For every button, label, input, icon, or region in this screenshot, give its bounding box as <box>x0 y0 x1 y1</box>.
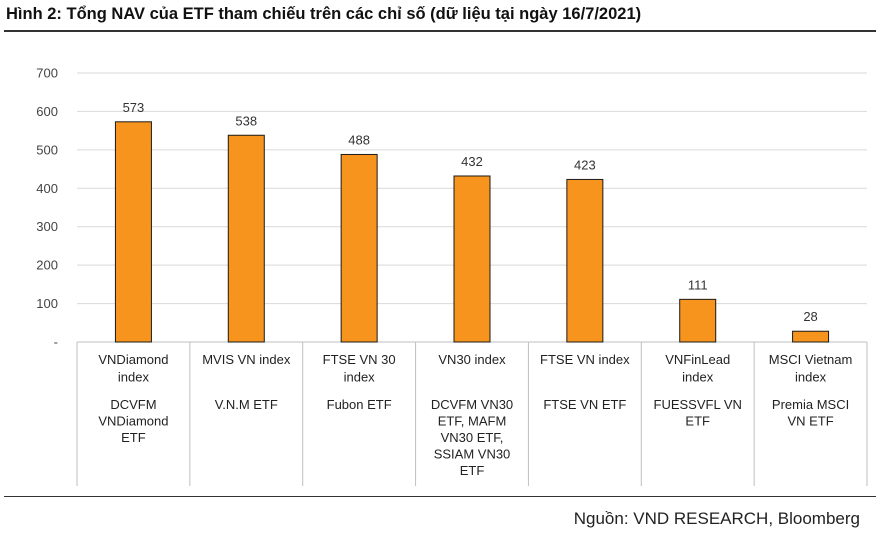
category-index-label: MVIS VN index <box>202 352 291 367</box>
category-etf-label: ETF <box>121 430 146 445</box>
bar <box>792 330 830 343</box>
y-tick-label: 400 <box>36 181 58 196</box>
category-etf-label: VNDiamond <box>98 414 168 429</box>
category-etf-label: ETF <box>685 414 710 429</box>
category-index-label: index <box>682 370 714 385</box>
category-index-label: index <box>795 370 827 385</box>
data-label: 423 <box>574 157 596 172</box>
data-label: 538 <box>235 113 257 128</box>
category-etf-label: SSIAM VN30 <box>434 447 511 462</box>
y-tick-label: - <box>54 335 58 350</box>
y-tick-label: 600 <box>36 104 58 119</box>
category-etf-label: FTSE VN ETF <box>543 397 626 412</box>
bar <box>340 153 378 343</box>
category-index-label: MSCI Vietnam <box>769 352 853 367</box>
bottom-rule <box>4 496 876 497</box>
category-index-label: index <box>344 370 376 385</box>
category-etf-label: FUESSVFL VN <box>654 397 742 412</box>
data-label: 432 <box>461 154 483 169</box>
category-etf-label: V.N.M ETF <box>215 397 278 412</box>
category-etf-label: ETF, MAFM <box>438 414 507 429</box>
category-etf-label: Fubon ETF <box>327 397 392 412</box>
category-index-label: index <box>118 370 150 385</box>
category-index-label: FTSE VN index <box>540 352 630 367</box>
y-tick-label: 300 <box>36 219 58 234</box>
source-note: Nguồn: VND RESEARCH, Bloomberg <box>573 509 860 528</box>
bar <box>679 298 717 343</box>
category-etf-label: ETF <box>460 463 485 478</box>
category-index-label: VNFinLead <box>665 352 730 367</box>
chart-title: Hình 2: Tổng NAV của ETF tham chiếu trên… <box>6 5 642 23</box>
category-index-label: VN30 index <box>438 352 506 367</box>
category-etf-label: VN ETF <box>787 414 833 429</box>
bar <box>453 175 491 343</box>
y-tick-label: 700 <box>36 66 58 81</box>
bar <box>566 178 604 343</box>
category-etf-label: VN30 ETF, <box>441 430 504 445</box>
data-label: 573 <box>123 100 145 115</box>
category-index-label: FTSE VN 30 <box>323 352 396 367</box>
bar <box>227 134 265 343</box>
category-index-label: VNDiamond <box>98 352 168 367</box>
data-label: 111 <box>688 277 708 292</box>
y-tick-label: 200 <box>36 258 58 273</box>
category-etf-label: Premia MSCI <box>772 397 849 412</box>
data-label: 488 <box>348 132 370 147</box>
y-tick-label: 500 <box>36 142 58 157</box>
category-etf-label: DCVFM <box>110 397 156 412</box>
data-label: 28 <box>803 309 817 324</box>
y-tick-label: 100 <box>36 296 58 311</box>
bar <box>114 121 152 343</box>
top-rule <box>4 30 876 32</box>
category-etf-label: DCVFM VN30 <box>431 397 513 412</box>
